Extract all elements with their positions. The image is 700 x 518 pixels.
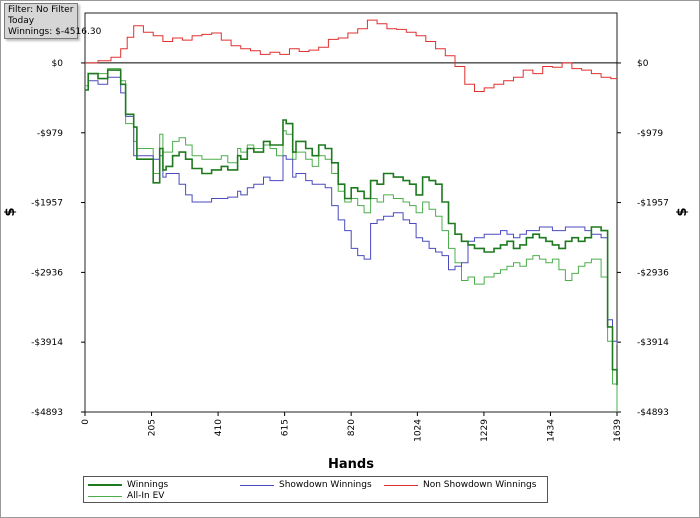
winnings-total-label: Winnings: $-4516.30 <box>8 27 102 37</box>
x-tick-label: 820 <box>347 419 357 436</box>
filter-info-panel: Filter: No Filter Today Winnings: $-4516… <box>4 3 102 39</box>
y-tick-label-right: -$3914 <box>637 338 669 348</box>
x-tick-label: 0 <box>81 419 91 425</box>
x-axis-title: Hands <box>328 457 374 472</box>
legend-swatch-winnings <box>88 484 122 486</box>
legend-swatch-allin-ev <box>88 495 122 497</box>
legend-item-winnings: Winnings <box>88 479 168 491</box>
x-tick-label: 410 <box>214 419 224 436</box>
legend-label-winnings: Winnings <box>127 480 169 490</box>
x-tick-label: 1229 <box>480 419 490 442</box>
legend-swatch-showdown <box>240 484 274 486</box>
plot-area <box>84 12 618 413</box>
legend-item-showdown: Showdown Winnings <box>240 479 372 491</box>
legend-label-non-showdown: Non Showdown Winnings <box>423 480 537 490</box>
legend-item-allin-ev: All-In EV <box>88 490 164 502</box>
axis-ticks: $0 $0 -$979 -$979 -$1957 -$1957 -$2936 -$2936 -$… <box>31 59 669 442</box>
y-tick-label-right: $0 <box>637 59 649 69</box>
y-tick-label-left: $0 <box>52 59 64 69</box>
y-tick-label-left: -$1957 <box>31 199 63 209</box>
y-tick-label-left: -$979 <box>37 129 63 139</box>
series-group <box>85 19 618 412</box>
date-range-label: Today <box>8 16 35 26</box>
legend-item-non-showdown: Non Showdown Winnings <box>384 479 536 491</box>
legend: Winnings Showdown Winnings Non Showdown … <box>83 476 548 503</box>
x-tick-label: 1639 <box>613 419 623 442</box>
filter-label: Filter: No Filter <box>8 5 74 15</box>
y-tick-label-right: -$979 <box>637 129 663 139</box>
x-tick-label: 1024 <box>413 419 423 442</box>
y-tick-label-left: -$3914 <box>31 338 63 348</box>
legend-swatch-non-showdown <box>384 484 418 486</box>
y-tick-label-left: -$2936 <box>31 268 63 278</box>
series-line-non-showdown-winnings <box>85 19 617 92</box>
y-tick-label-right: -$2936 <box>637 268 669 278</box>
legend-label-allin-ev: All-In EV <box>127 491 165 501</box>
x-tick-label: 205 <box>148 419 158 436</box>
series-line-showdown-winnings <box>85 76 618 345</box>
x-tick-label: 1434 <box>546 419 556 442</box>
y-axis-title-right: $ <box>675 207 690 216</box>
y-tick-label-right: -$1957 <box>637 199 669 209</box>
x-tick-label: 615 <box>281 419 291 436</box>
y-tick-label-left: -$4893 <box>31 408 63 418</box>
y-axis-title-left: $ <box>3 207 18 216</box>
y-tick-label-right: -$4893 <box>637 408 669 418</box>
series-line-allin-ev <box>85 68 618 412</box>
legend-label-showdown: Showdown Winnings <box>279 480 372 490</box>
series-line-winnings <box>85 69 618 386</box>
